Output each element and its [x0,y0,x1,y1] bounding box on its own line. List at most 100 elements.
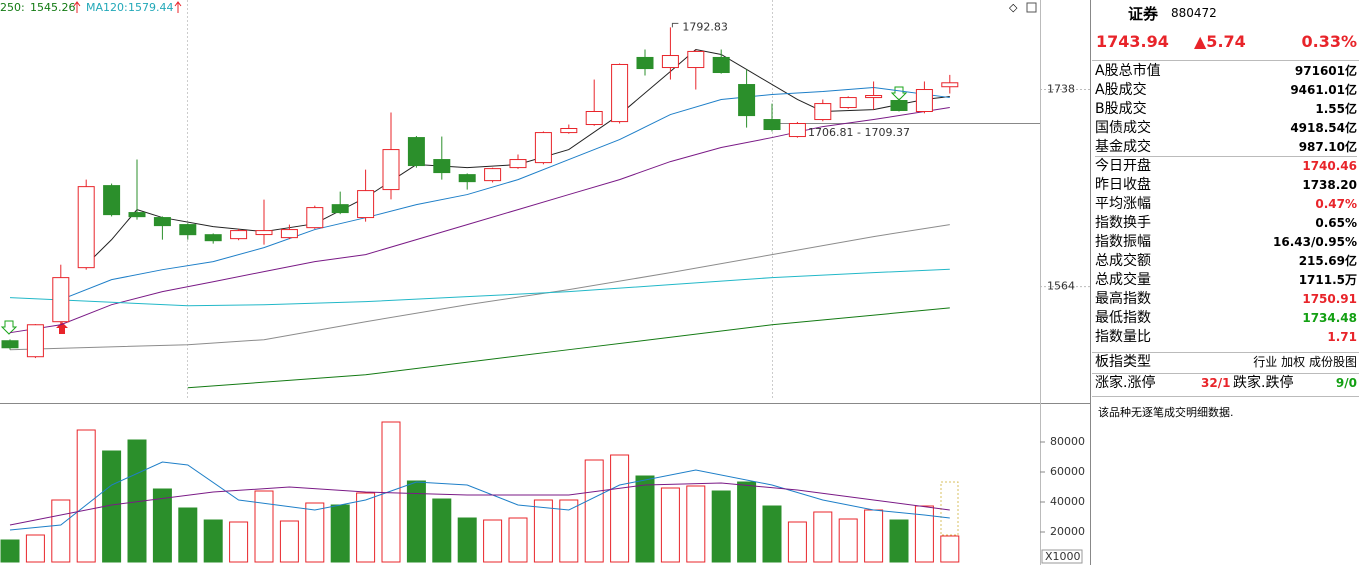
stock-code: 880472 [1171,6,1217,20]
separator [1095,156,1357,157]
board-option[interactable]: 成份股图 [1308,355,1357,369]
stat-row: 最高指数 1750.91 [1095,290,1357,309]
ma-line [60,86,950,301]
stat-label: 总成交量 [1095,272,1151,288]
candle-body [153,217,171,227]
stat-row: 昨日收盘 1738.20 [1095,176,1357,195]
stat-label: 指数量比 [1095,329,1151,345]
ma-line [9,224,950,351]
change-pct: 0.33% [1301,32,1357,51]
volume-bar [457,517,477,563]
board-option[interactable]: 行业 [1253,355,1278,369]
volume-bar [508,517,528,563]
stat-label: 指数振幅 [1095,234,1151,250]
annotation-pointer [671,22,679,28]
board-option[interactable]: 加权 [1281,355,1306,369]
candle-body [814,103,832,121]
volume-bar [940,535,960,563]
stat-row: A股总市值 971601亿 [1095,62,1357,81]
stat-label: 平均涨幅 [1095,196,1151,212]
stat-row: 基金成交 987.10亿 [1095,138,1357,157]
volume-bar [610,454,630,563]
separator [1092,60,1359,61]
stat-value: 1.55亿 [1315,102,1357,116]
stat-label: A股总市值 [1095,63,1161,79]
change: ▲5.74 [1194,32,1246,51]
volume-bar [330,504,350,563]
volume-bar [584,459,604,563]
toolbar-icon[interactable] [1026,2,1037,13]
quote-panel: 证券 880472 1743.94 ▲5.74 0.33% A股总市值 97160… [1092,0,1359,565]
ma-line [9,268,950,307]
candle-body [306,207,324,229]
volume-bar [152,488,172,563]
stat-value: 1750.91 [1302,292,1357,306]
signal-arrow [0,320,18,335]
stat-value: 0.47% [1315,197,1357,211]
volume-bar [0,539,20,563]
price-tick-label: 1564 [1047,280,1075,293]
volume-bar [711,490,731,563]
stat-label: 国债成交 [1095,120,1151,136]
volume-bar [914,505,934,563]
stat-value: 1734.48 [1302,311,1357,325]
stat-value: 1.71 [1327,330,1357,344]
candle-body [788,123,806,138]
volume-tick-label: 20000 [1050,525,1085,538]
toolbar-icon[interactable]: ◇ [1009,1,1018,14]
stat-value: 4918.54亿 [1290,121,1357,135]
volume-bar [305,502,325,563]
volume-tick-label: 40000 [1050,495,1085,508]
volume-bar [660,487,680,563]
stat-value: 1711.5万 [1298,273,1357,287]
volume-bar [864,509,884,563]
volume-bar [762,505,782,563]
volume-bar [787,521,807,563]
volume-bar [381,421,401,563]
note: 该品种无逐笔成交明细数据. [1098,406,1234,419]
stat-label: 指数换手 [1095,215,1151,231]
legend-arrow [174,1,182,13]
volume-bar [178,507,198,563]
candle-body [915,89,933,113]
candle-body [103,185,121,216]
stat-row: B股成交 1.55亿 [1095,100,1357,119]
volume-bar [279,520,299,563]
stat-row: 指数量比 1.71 [1095,328,1357,347]
candle-body [611,63,629,123]
legend-label: MA120: [86,1,128,14]
candle-body [839,97,857,109]
candle-body [712,56,730,74]
candle-body [52,277,70,323]
ma-line [187,307,950,389]
stat-label: 最低指数 [1095,310,1151,326]
candle-body [534,132,552,164]
breadth-value: 9/0 [1335,376,1357,390]
breadth-label: 涨家.涨停 [1095,375,1156,391]
stat-value: 971601亿 [1294,64,1357,78]
stat-label: 今日开盘 [1095,158,1151,174]
candle-body [661,55,679,69]
stat-label: 最高指数 [1095,291,1151,307]
stat-row: 国债成交 4918.54亿 [1095,119,1357,138]
candle-body [255,230,273,236]
volume-tick-label: 80000 [1050,435,1085,448]
volume-bar [229,521,249,563]
chart: 250: 1545.26 MA120: 1579.44 ◇ 1738 1564 80… [0,0,1091,565]
candle-body [331,204,349,214]
volume-bar [737,481,757,563]
stat-row: 指数换手 0.65% [1095,214,1357,233]
candle-body [763,119,781,131]
candle-body [128,212,146,218]
volume-bar [813,511,833,563]
stat-label: 基金成交 [1095,139,1151,155]
separator [1092,396,1359,397]
candle-body [230,230,248,240]
candle-body [738,84,756,117]
breadth-label: 跌家.跌停 [1233,375,1294,391]
candle-body [77,186,95,269]
separator [1092,352,1359,353]
stat-label: A股成交 [1095,82,1147,98]
stat-row: 总成交额 215.69亿 [1095,252,1357,271]
